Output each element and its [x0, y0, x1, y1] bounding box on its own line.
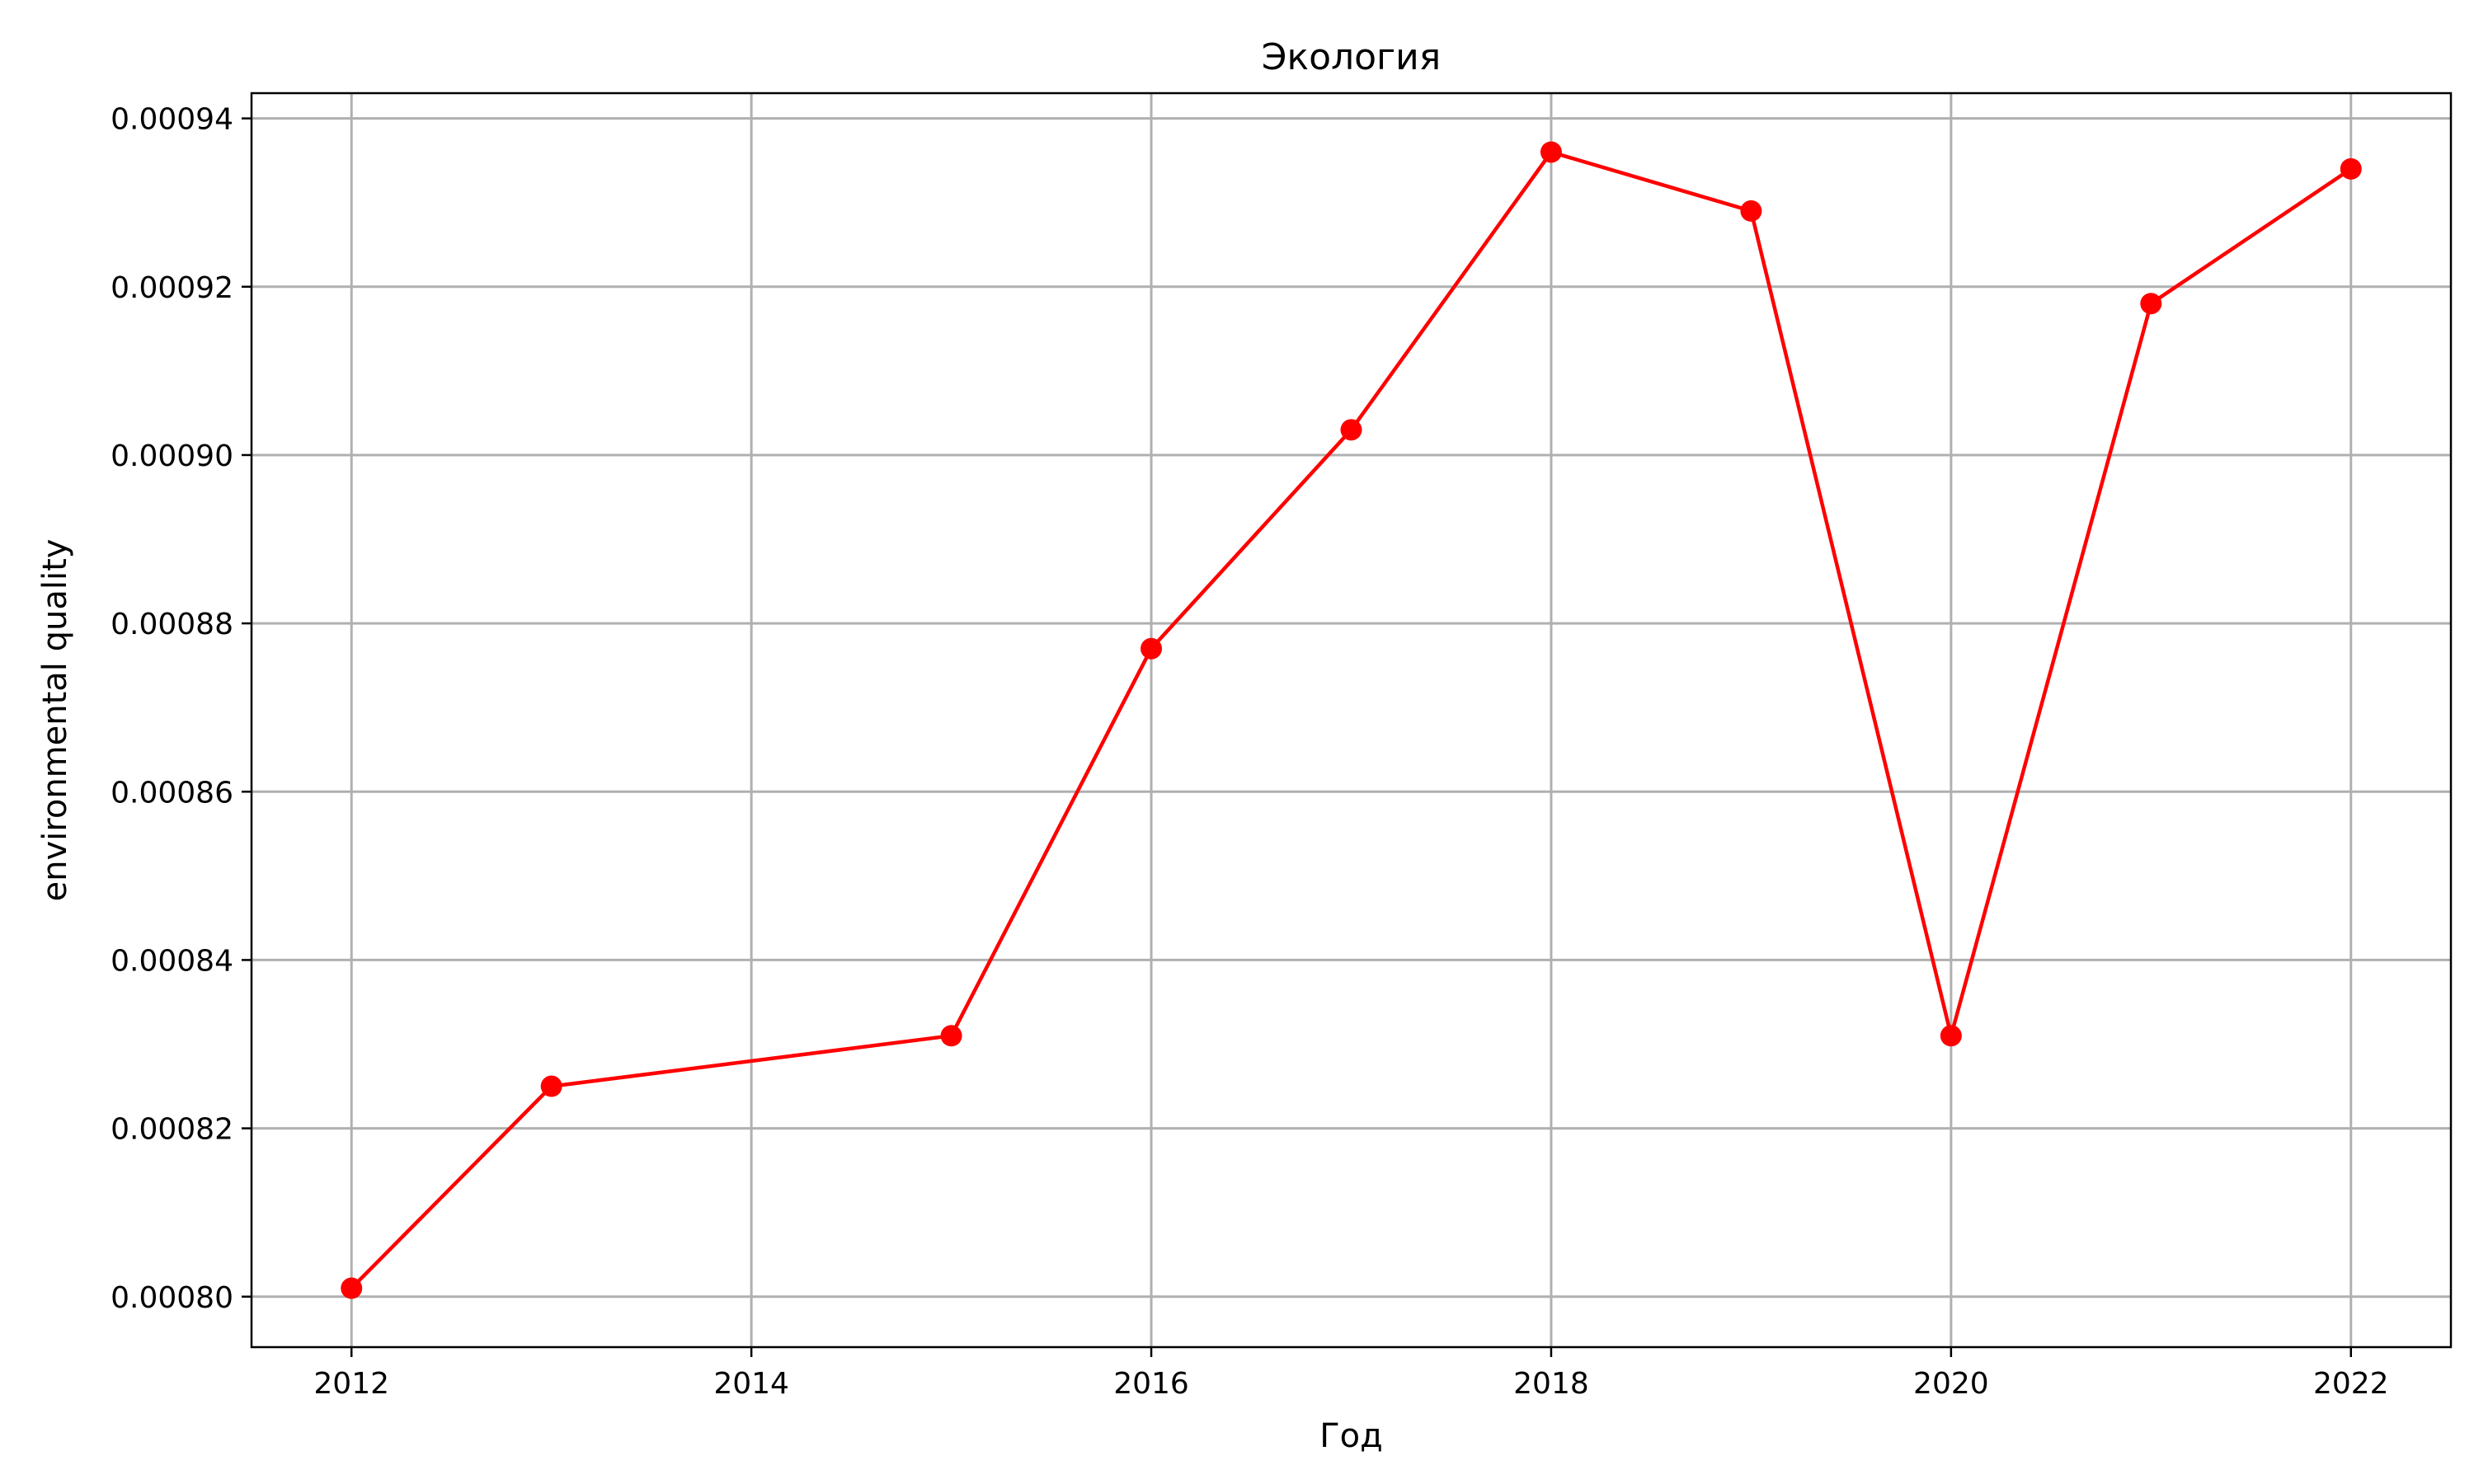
x-axis-title: Год — [1319, 1417, 1383, 1455]
data-point — [341, 1277, 363, 1299]
x-tick-label: 2018 — [1513, 1367, 1589, 1401]
y-tick-label: 0.00082 — [111, 1113, 233, 1147]
data-point — [1340, 419, 1362, 441]
y-tick-label: 0.00088 — [111, 608, 233, 641]
x-gridlines — [350, 93, 2353, 1347]
y-axis-title: environmental quality — [36, 539, 74, 902]
x-tick-label: 2022 — [2313, 1367, 2389, 1401]
data-point — [2140, 293, 2162, 315]
data-point — [1540, 141, 1562, 163]
x-tick-label: 2020 — [1913, 1367, 1989, 1401]
plot-frame — [250, 92, 2453, 1349]
data-point — [1141, 637, 1163, 660]
x-tick-label: 2012 — [313, 1367, 389, 1401]
y-tick-label: 0.00086 — [111, 776, 233, 810]
data-point — [1940, 1025, 1962, 1047]
y-tick-label: 0.00084 — [111, 944, 233, 978]
series-layer — [341, 141, 2362, 1299]
x-tick-label: 2014 — [713, 1367, 789, 1401]
y-tick-label: 0.00092 — [111, 271, 233, 305]
y-tick-label: 0.00094 — [111, 103, 233, 137]
chart-title: Экология — [1262, 36, 1441, 78]
y-axis: 0.00080 0.00082 0.00084 0.00086 0.00088 0.000… — [111, 103, 252, 1315]
y-tick-label: 0.00080 — [111, 1281, 233, 1315]
y-tick-label: 0.00090 — [111, 439, 233, 473]
data-point — [2340, 157, 2362, 180]
data-point — [540, 1075, 562, 1097]
x-axis: 2012 2014 2016 2018 2020 2022 — [313, 1347, 2389, 1401]
series-line — [350, 150, 2353, 1290]
y-gridlines — [252, 117, 2451, 1298]
data-point — [1740, 200, 1762, 222]
data-point — [940, 1025, 962, 1047]
x-tick-label: 2016 — [1113, 1367, 1189, 1401]
